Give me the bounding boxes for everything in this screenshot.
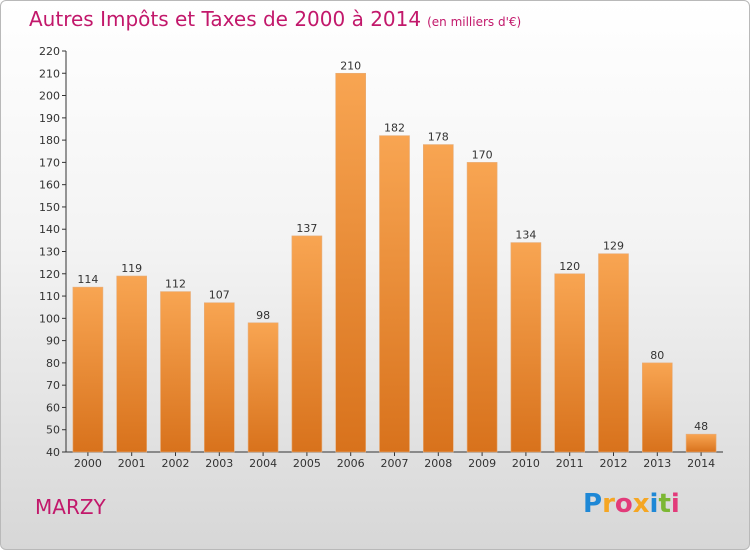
x-tick-label: 2002 xyxy=(162,457,190,470)
x-tick-label: 2013 xyxy=(643,457,671,470)
y-tick-label: 80 xyxy=(46,357,60,370)
y-tick-label: 190 xyxy=(39,112,60,125)
y-tick-label: 90 xyxy=(46,335,60,348)
y-tick-label: 160 xyxy=(39,179,60,192)
x-tick-label: 2007 xyxy=(381,457,409,470)
y-tick-label: 40 xyxy=(46,446,60,459)
x-tick-label: 2010 xyxy=(512,457,540,470)
y-tick-label: 140 xyxy=(39,223,60,236)
data-label: 137 xyxy=(296,222,317,235)
data-label: 120 xyxy=(559,260,580,273)
y-tick-label: 210 xyxy=(39,67,60,80)
y-tick-label: 60 xyxy=(46,401,60,414)
bar xyxy=(116,275,147,453)
data-label: 129 xyxy=(603,240,624,253)
data-label: 80 xyxy=(650,349,664,362)
logo-letter: i xyxy=(670,489,680,519)
logo-letter: o xyxy=(614,489,633,519)
data-label: 98 xyxy=(256,309,270,322)
bar xyxy=(641,362,673,453)
data-label: 170 xyxy=(472,148,493,161)
x-tick-label: 2009 xyxy=(468,457,496,470)
logo-letter: x xyxy=(632,489,650,519)
x-tick-label: 2003 xyxy=(205,457,233,470)
logo-letter: P xyxy=(583,489,603,519)
data-label: 112 xyxy=(165,278,186,291)
proxiti-logo: Proxiti xyxy=(583,489,680,519)
bar xyxy=(422,144,454,453)
bar xyxy=(291,235,323,453)
x-tick-label: 2001 xyxy=(118,457,146,470)
logo-letter: i xyxy=(649,489,659,519)
bar xyxy=(72,286,104,453)
chart-title: Autres Impôts et Taxes de 2000 à 2014 (en… xyxy=(29,7,521,31)
x-tick-label: 2004 xyxy=(249,457,277,470)
logo-letter: t xyxy=(658,489,671,519)
x-tick-label: 2000 xyxy=(74,457,102,470)
y-tick-label: 120 xyxy=(39,268,60,281)
bar xyxy=(247,322,279,453)
x-tick-label: 2005 xyxy=(293,457,321,470)
y-tick-label: 220 xyxy=(39,45,60,58)
data-label: 178 xyxy=(428,131,449,144)
data-label: 114 xyxy=(77,273,98,286)
x-tick-label: 2011 xyxy=(556,457,584,470)
bar xyxy=(554,273,586,453)
data-label: 182 xyxy=(384,122,405,135)
chart-unit: (en milliers d'€) xyxy=(427,15,522,29)
y-tick-label: 180 xyxy=(39,134,60,147)
data-label: 119 xyxy=(121,262,142,275)
y-tick-label: 200 xyxy=(39,90,60,103)
bar xyxy=(160,291,191,453)
data-label: 210 xyxy=(340,59,361,72)
y-tick-label: 100 xyxy=(39,312,60,325)
y-tick-label: 170 xyxy=(39,156,60,169)
data-label: 107 xyxy=(209,289,230,302)
x-tick-label: 2014 xyxy=(687,457,715,470)
x-tick-label: 2012 xyxy=(600,457,628,470)
logo-letter: r xyxy=(602,489,615,519)
y-tick-label: 110 xyxy=(39,290,60,303)
y-tick-label: 150 xyxy=(39,201,60,214)
bar xyxy=(685,433,717,453)
bar xyxy=(466,162,498,453)
commune-name: MARZY xyxy=(35,495,106,519)
data-label: 134 xyxy=(515,229,536,242)
bar xyxy=(335,72,367,453)
bar xyxy=(598,253,629,453)
bars: 114 119 112 107 98 137 210 182 178 170 134 120 129 80… xyxy=(72,59,717,453)
x-tick-label: 2008 xyxy=(424,457,452,470)
bar xyxy=(204,302,235,453)
bar xyxy=(379,135,410,453)
bar xyxy=(510,242,542,453)
axes: 40 50 60 70 80 90 100 110 120 130 140 150 160 170 180 1… xyxy=(39,45,723,470)
y-tick-label: 50 xyxy=(46,424,60,437)
y-tick-label: 70 xyxy=(46,379,60,392)
y-tick-label: 130 xyxy=(39,246,60,259)
x-tick-label: 2006 xyxy=(337,457,365,470)
chart-title-text: Autres Impôts et Taxes de 2000 à 2014 xyxy=(29,7,422,31)
data-label: 48 xyxy=(694,420,708,433)
